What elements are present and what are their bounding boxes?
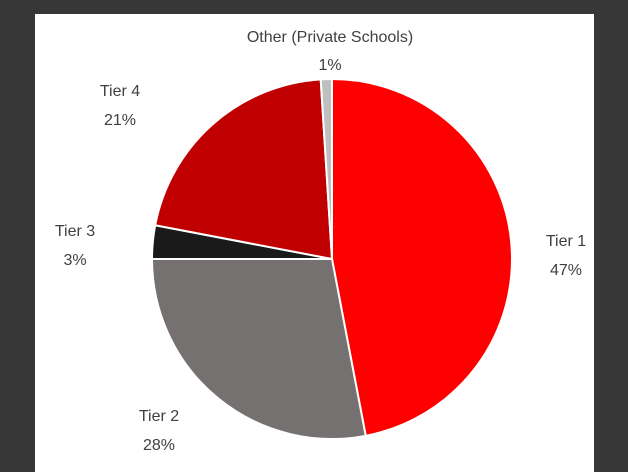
slice-label-tier-2: Tier 2 28% [139, 408, 179, 454]
pie-slices [151, 78, 513, 440]
pie-slice-other [319, 78, 333, 260]
pie-chart: Tier 1 47% Tier 2 28% Tier 3 3% Tier 4 2… [55, 29, 586, 454]
pie-slice-tier-2 [151, 258, 367, 440]
slice-value-tier-2: 28% [143, 437, 175, 454]
slice-label-tier-3: Tier 3 3% [55, 223, 95, 269]
slice-value-tier-3: 3% [63, 252, 86, 269]
slice-value-tier-4: 21% [104, 112, 136, 129]
slice-label-tier-1: Tier 1 47% [546, 233, 586, 279]
pie-slice-tier-1 [331, 78, 513, 437]
slice-name-other: Other (Private Schools) [247, 29, 413, 46]
slice-value-other: 1% [318, 57, 341, 74]
slice-label-tier-4: Tier 4 21% [100, 83, 140, 129]
slice-name-tier-4: Tier 4 [100, 83, 140, 100]
slice-name-tier-3: Tier 3 [55, 223, 95, 240]
slice-name-tier-1: Tier 1 [546, 233, 586, 250]
slice-label-other: Other (Private Schools) 1% [247, 29, 413, 74]
slice-name-tier-2: Tier 2 [139, 408, 179, 425]
slice-value-tier-1: 47% [550, 262, 582, 279]
chart-panel: Tier 1 47% Tier 2 28% Tier 3 3% Tier 4 2… [35, 14, 594, 472]
pie-slice-tier-4 [154, 78, 333, 260]
